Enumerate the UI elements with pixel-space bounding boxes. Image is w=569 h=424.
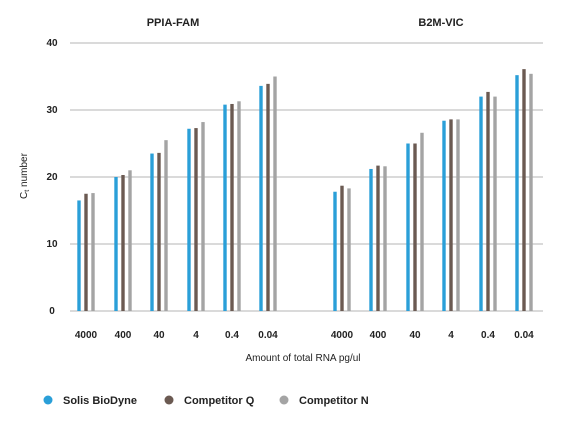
bar-b2m-solis [333, 191, 337, 311]
bar-b2m-competitor-q [340, 185, 344, 311]
bar-ppia-competitor-q [230, 103, 234, 311]
bar-b2m-solis [406, 143, 410, 311]
bar-b2m-solis [369, 168, 373, 311]
x-tick-label: 4000 [75, 330, 98, 341]
bar-b2m-competitor-n [493, 96, 497, 311]
y-axis-ticks: 0 10 20 30 40 [46, 38, 58, 317]
legend-marker [279, 395, 289, 405]
x-tick-label: 4 [448, 330, 454, 341]
legend-marker [164, 395, 174, 405]
bar-ppia-competitor-n [237, 101, 241, 311]
x-tick-label: 0.04 [258, 330, 278, 341]
bar-b2m-solis [442, 120, 446, 311]
bar-ppia-competitor-n [91, 193, 95, 311]
panel-title-ppia: PPIA-FAM [147, 17, 200, 29]
panel-title-b2m: B2M-VIC [418, 17, 463, 29]
y-tick-label: 30 [46, 105, 58, 116]
bar-b2m-competitor-n [456, 119, 460, 311]
y-tick-label: 40 [46, 38, 58, 49]
bar-b2m-competitor-q [376, 165, 380, 311]
bar-b2m-competitor-q [413, 143, 417, 311]
y-axis-label: Ct number [19, 152, 31, 199]
bar-ppia-competitor-n [201, 122, 205, 311]
x-tick-label: 0.04 [514, 330, 534, 341]
bar-ppia-solis [223, 104, 227, 311]
x-axis-label: Amount of total RNA pg/ul [245, 353, 360, 364]
bar-b2m-competitor-n [347, 188, 351, 311]
bar-ppia-solis [187, 128, 191, 311]
legend: Solis BioDyne Competitor Q Competitor N [43, 395, 369, 407]
legend-label: Competitor Q [184, 395, 255, 407]
bar-b2m-competitor-q [449, 119, 453, 311]
bar-ppia-competitor-q [121, 174, 125, 311]
bar-b2m-solis [515, 75, 519, 311]
bar-ppia-competitor-n [128, 170, 132, 311]
bar-ppia-competitor-q [266, 83, 270, 312]
bar-b2m-competitor-n [383, 166, 387, 311]
gridlines [70, 42, 543, 312]
y-tick-label: 20 [46, 172, 58, 183]
bar-ppia-competitor-q [84, 193, 88, 311]
x-tick-label: 4 [193, 330, 199, 341]
legend-label: Solis BioDyne [63, 395, 137, 407]
bar-b2m-solis [479, 96, 483, 311]
x-tick-label: 400 [115, 330, 132, 341]
bar-ppia-solis [114, 177, 118, 311]
x-axis-ticks: 4000 400 40 4 0.4 0.04 4000 400 40 4 0.4 0.04 [75, 330, 534, 341]
y-tick-label: 0 [49, 306, 55, 317]
bar-ppia-competitor-n [164, 140, 168, 311]
bar-b2m-competitor-n [529, 73, 533, 311]
legend-label: Competitor N [299, 395, 369, 407]
x-tick-label: 40 [153, 330, 165, 341]
x-tick-label: 4000 [331, 330, 354, 341]
x-tick-label: 40 [409, 330, 421, 341]
bar-b2m-competitor-n [420, 132, 424, 311]
bar-ppia-competitor-n [273, 76, 277, 311]
bar-ppia-competitor-q [157, 152, 161, 311]
legend-marker [43, 395, 53, 405]
x-tick-label: 0.4 [225, 330, 239, 341]
bar-ppia-competitor-q [194, 128, 198, 311]
y-tick-label: 10 [46, 239, 58, 250]
bar-b2m-competitor-q [486, 91, 490, 311]
x-tick-label: 0.4 [481, 330, 495, 341]
bar-ppia-solis [77, 200, 81, 311]
bar-ppia-solis [259, 85, 263, 311]
bars [77, 69, 533, 312]
bar-b2m-competitor-q [522, 69, 526, 311]
bar-ppia-solis [150, 153, 154, 311]
x-tick-label: 400 [370, 330, 387, 341]
